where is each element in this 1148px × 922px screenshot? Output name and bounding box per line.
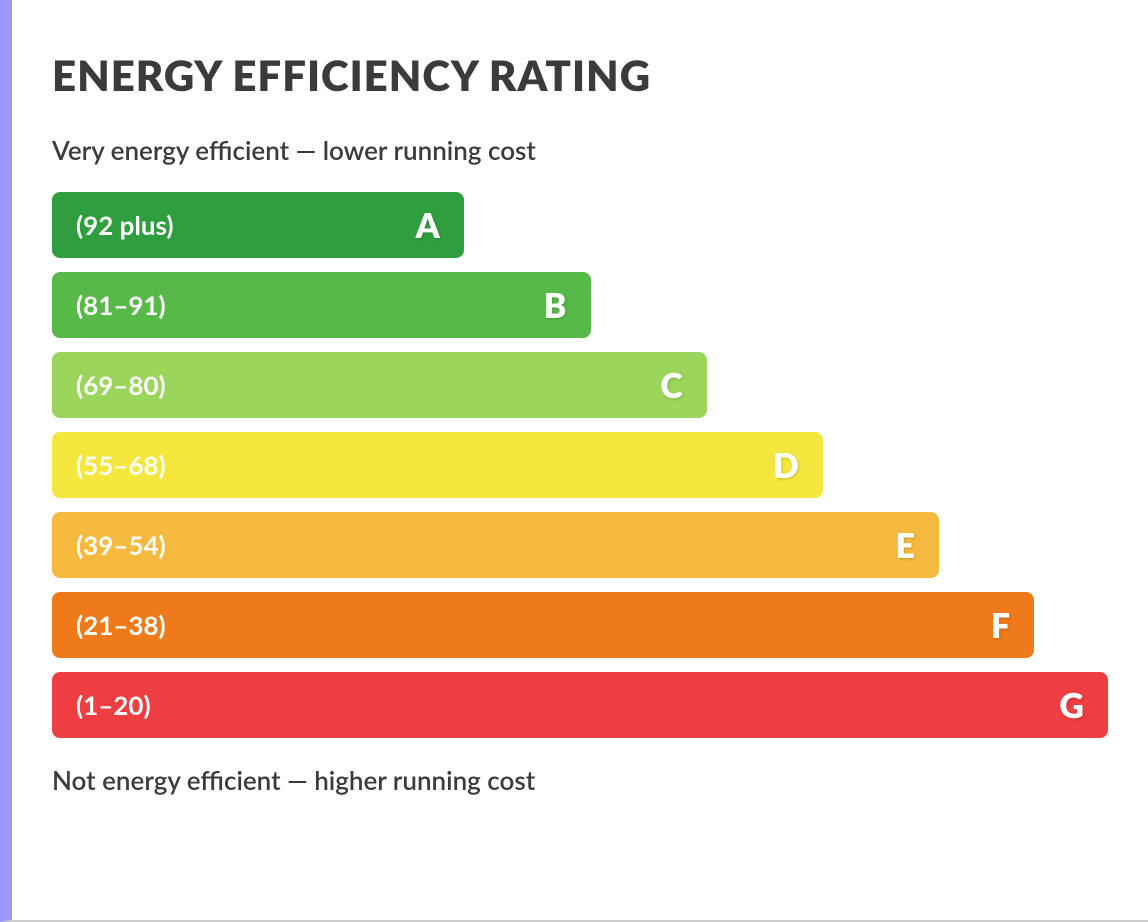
rating-letter: C xyxy=(660,365,682,406)
rating-bar-a: (92 plus) A xyxy=(52,192,464,258)
rating-range: (92 plus) xyxy=(76,209,174,241)
rating-bar-c: (69–80) C xyxy=(52,352,707,418)
rating-bar-d: (55–68) D xyxy=(52,432,823,498)
rating-bar-e: (39–54) E xyxy=(52,512,939,578)
energy-rating-panel: ENERGY EFFICIENCY RATING Very energy eff… xyxy=(12,0,1148,836)
top-note: Very energy efficient — lower running co… xyxy=(52,134,1108,166)
rating-letter: B xyxy=(544,285,567,326)
bottom-note: Not energy efficient — higher running co… xyxy=(52,764,1108,796)
rating-bar-g: (1–20) G xyxy=(52,672,1108,738)
rating-bars: (92 plus) A (81–91) B (69–80) C (55–68) D (39–54… xyxy=(52,192,1108,738)
rating-range: (1–20) xyxy=(76,689,151,721)
rating-range: (39–54) xyxy=(76,529,166,561)
rating-bar-f: (21–38) F xyxy=(52,592,1034,658)
rating-range: (81–91) xyxy=(76,289,166,321)
page-title: ENERGY EFFICIENCY RATING xyxy=(52,50,1108,100)
rating-range: (69–80) xyxy=(76,369,166,401)
rating-letter: F xyxy=(991,605,1010,646)
rating-letter: E xyxy=(896,525,915,566)
rating-letter: D xyxy=(773,445,799,486)
rating-range: (55–68) xyxy=(76,449,166,481)
rating-bar-b: (81–91) B xyxy=(52,272,591,338)
rating-letter: A xyxy=(416,205,440,246)
rating-letter: G xyxy=(1059,685,1084,726)
rating-range: (21–38) xyxy=(76,609,166,641)
